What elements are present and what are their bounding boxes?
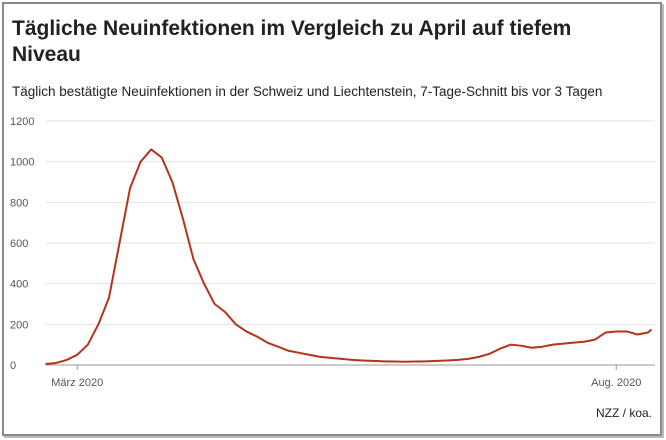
chart-title: Tägliche Neuinfektionen im Vergleich zu … bbox=[12, 17, 572, 66]
y-tick-label: 1000 bbox=[10, 157, 34, 169]
y-tick-label: 1200 bbox=[10, 116, 34, 128]
source: NZZ / koa. bbox=[595, 406, 652, 420]
x-tick-label: März 2020 bbox=[51, 377, 103, 389]
line bbox=[45, 148, 653, 365]
y-tick-label: 600 bbox=[10, 238, 28, 250]
y-tick-label: 800 bbox=[10, 197, 28, 209]
y-tick-label: 400 bbox=[10, 279, 28, 291]
x-tick-label: Aug. 2020 bbox=[591, 377, 641, 389]
frame bbox=[2, 2, 662, 436]
chart-subtitle: Täglich bestätigte Neuinfektionen in der… bbox=[12, 84, 603, 99]
y-tick-label: 200 bbox=[10, 319, 28, 331]
y-tick-label: 0 bbox=[10, 360, 16, 372]
